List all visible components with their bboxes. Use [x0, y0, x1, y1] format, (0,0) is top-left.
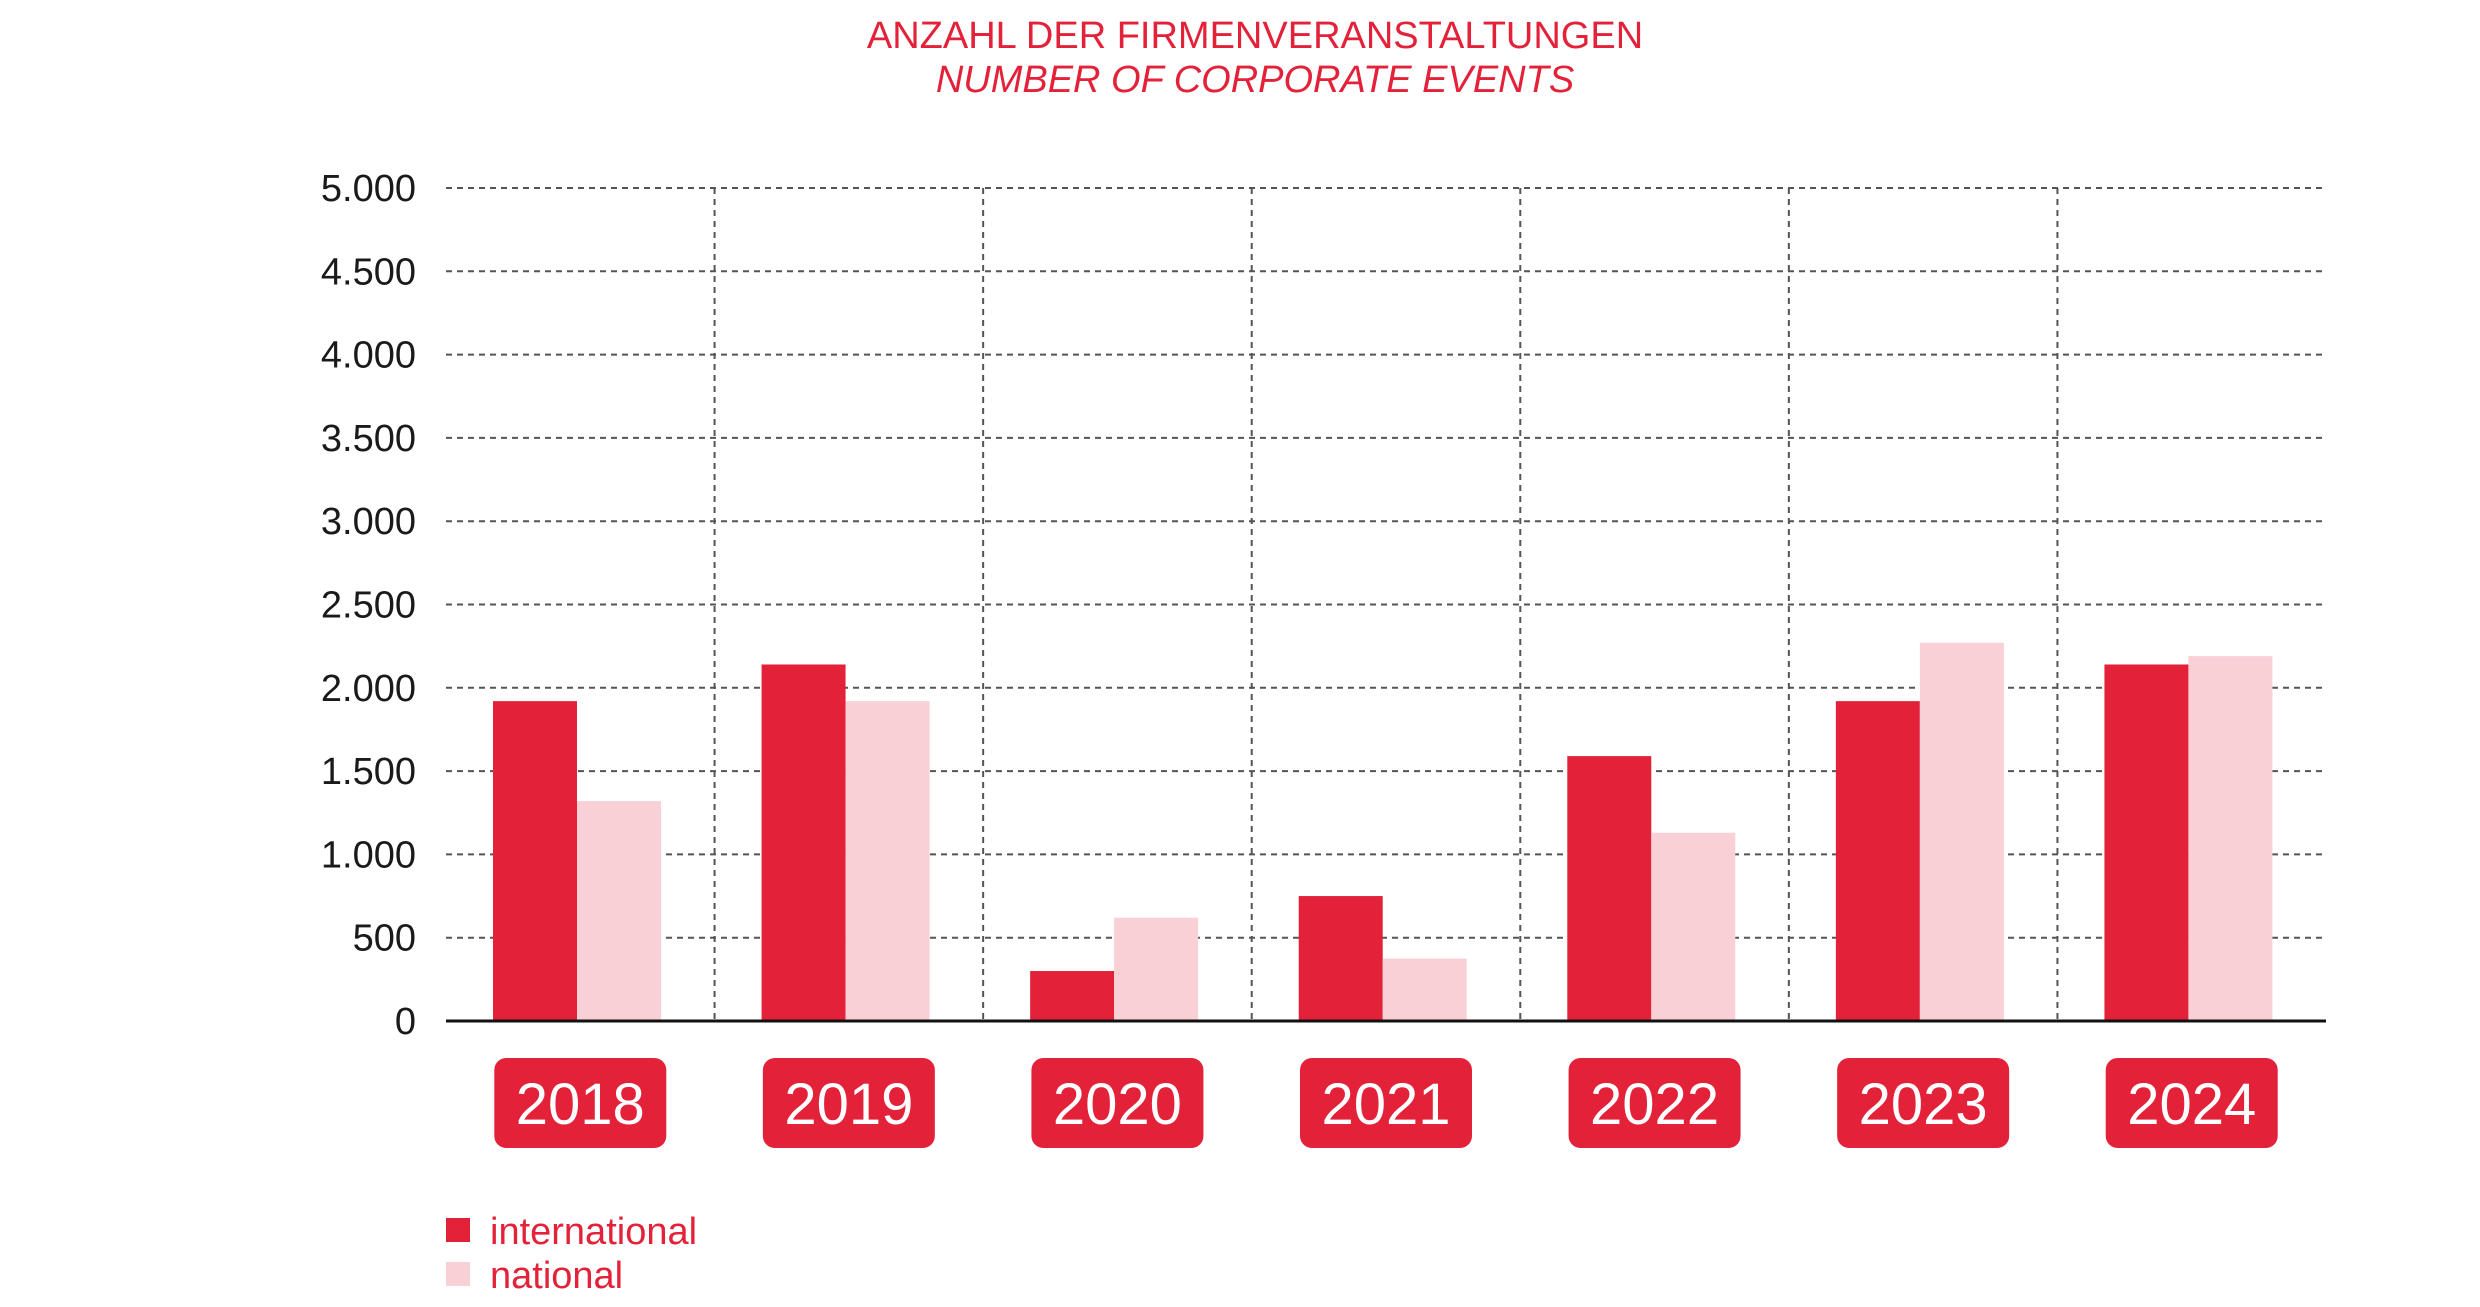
chart-subtitle: NUMBER OF CORPORATE EVENTS	[936, 59, 1574, 101]
x-tick-label: 2020	[1053, 1072, 1182, 1137]
x-tick-label: 2022	[1590, 1072, 1719, 1137]
bar-international-2021	[1298, 896, 1383, 1021]
grid	[446, 187, 2326, 1021]
y-tick-label: 4.000	[321, 335, 416, 377]
bar-international-2022	[1567, 756, 1652, 1021]
y-tick-label: 5.000	[321, 168, 416, 210]
bar-international-2020	[1030, 971, 1115, 1021]
bars	[493, 642, 2273, 1021]
y-tick-label: 1.500	[321, 751, 416, 793]
bar-international-2019	[761, 664, 846, 1021]
legend-swatch-national	[446, 1262, 470, 1286]
bar-international-2018	[493, 701, 577, 1021]
y-tick-label: 4.500	[321, 251, 416, 293]
bar-national-2024	[2188, 656, 2273, 1021]
bar-international-2023	[1835, 701, 1920, 1021]
x-tick-badge	[1300, 1058, 1472, 1148]
x-axis: 2018 2019 2020 2021 2022 2023 2024	[494, 1058, 2278, 1148]
x-tick-badge	[494, 1058, 667, 1148]
legend-swatch-international	[446, 1218, 470, 1242]
bar-national-2019	[845, 701, 930, 1021]
x-tick-badge	[1568, 1058, 1741, 1148]
y-tick-label: 0	[395, 1001, 416, 1043]
bar-national-2018	[577, 801, 661, 1021]
x-tick-badge	[2105, 1058, 2278, 1148]
bar-national-2020	[1114, 917, 1199, 1021]
bar-national-2022	[1651, 832, 1736, 1021]
x-tick-badge	[1837, 1058, 2010, 1148]
x-tick-badge	[762, 1058, 935, 1148]
y-tick-label: 2.500	[321, 585, 416, 627]
bar-national-2023	[1919, 642, 2004, 1021]
y-tick-label: 2.000	[321, 668, 416, 710]
chart-title: ANZAHL DER FIRMENVERANSTALTUNGEN	[867, 15, 1643, 57]
bar-national-2021	[1382, 958, 1467, 1021]
x-tick-label: 2024	[2127, 1072, 2256, 1137]
x-tick-badge	[1031, 1058, 1204, 1148]
x-tick-label: 2023	[1859, 1072, 1988, 1137]
y-tick-label: 500	[353, 918, 416, 960]
x-tick-label: 2019	[784, 1072, 913, 1137]
y-tick-label: 3.500	[321, 418, 416, 460]
bar-international-2024	[2104, 664, 2189, 1021]
x-tick-label: 2021	[1321, 1072, 1450, 1137]
legend-label-international: international	[490, 1211, 697, 1253]
y-axis: 0 500 1.000 1.500 2.000 2.500 3.000 3.500 4.000 4…	[321, 168, 416, 1043]
y-tick-label: 1.000	[321, 834, 416, 876]
y-tick-label: 3.000	[321, 501, 416, 543]
x-tick-label: 2018	[516, 1072, 645, 1137]
legend-label-national: national	[490, 1255, 623, 1297]
